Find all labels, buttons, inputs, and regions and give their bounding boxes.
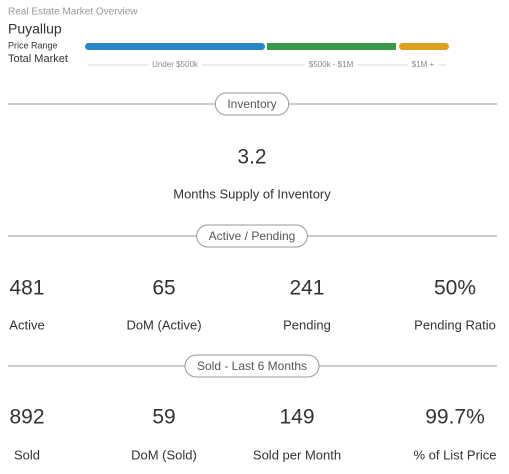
stat-label: DoM (Sold) xyxy=(131,447,197,462)
stat-value: 99.7% xyxy=(425,406,485,429)
stat-label: Sold xyxy=(14,447,40,462)
range-label: $1M + xyxy=(412,60,435,69)
stat-value: 149 xyxy=(279,406,314,429)
price-range-label: Price Range xyxy=(8,40,58,50)
range-segment xyxy=(399,43,449,50)
city: Puyallup xyxy=(8,21,62,37)
stat-label: Active xyxy=(9,317,44,332)
section-pill xyxy=(196,224,308,248)
stat-label: Sold per Month xyxy=(253,447,341,462)
stat-value: 241 xyxy=(289,277,324,300)
stat-value: 892 xyxy=(9,406,44,429)
stat-label: % of List Price xyxy=(413,447,496,462)
section-title: Sold - Last 6 Months xyxy=(197,359,307,373)
range-label-bg xyxy=(304,60,358,70)
stat-label: Months Supply of Inventory xyxy=(173,186,331,201)
range-label-bg xyxy=(148,60,202,70)
range-label-bg xyxy=(407,60,439,70)
section-pill xyxy=(214,92,290,116)
section-title: Inventory xyxy=(227,97,276,111)
stat-value: 65 xyxy=(152,277,175,300)
range-label: Under $500k xyxy=(152,60,199,69)
range-label: $500k - $1M xyxy=(309,60,354,69)
range-segment xyxy=(267,43,396,50)
stat-label: DoM (Active) xyxy=(126,317,201,332)
market-label: Total Market xyxy=(8,53,68,65)
section-title: Active / Pending xyxy=(209,229,296,243)
stat-value: 3.2 xyxy=(237,146,266,169)
stat-label: Pending xyxy=(283,317,331,332)
stat-label: Pending Ratio xyxy=(414,317,496,332)
stat-value: 481 xyxy=(9,277,44,300)
section-pill xyxy=(184,354,320,378)
stat-value: 50% xyxy=(434,277,476,300)
range-segment xyxy=(85,43,265,50)
stat-value: 59 xyxy=(152,406,175,429)
page-title: Real Estate Market Overview xyxy=(8,7,138,18)
